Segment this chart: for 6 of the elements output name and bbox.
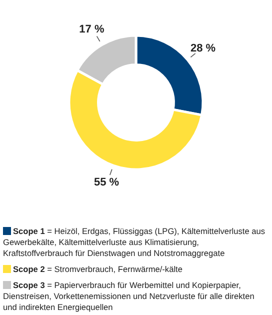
data-label: 55 % — [94, 176, 120, 189]
legend-label: Scope 2 = Stromverbrauch, Fernwärme/-kälte — [12, 264, 184, 275]
legend-label: Scope 1 = Heizöl, Erdgas, Flüssiggas (LPG), Kältemittelverluste aus Gewerbekälte, Kältemittelverluste aus Klimatisierung, Kraftstoffverbrauch für Dienstwagen und Notstromaggregate — [3, 226, 266, 259]
data-label: 28 % — [190, 42, 216, 54]
legend-label: Scope 3 = Papierverbrauch für Werbemittel und Kopierpapier, Dienstreisen, Vorkettenemissionen und Netzverluste für alle direkten und indirekten Energiequellen — [3, 280, 256, 313]
data-label: 17 % — [79, 23, 104, 36]
